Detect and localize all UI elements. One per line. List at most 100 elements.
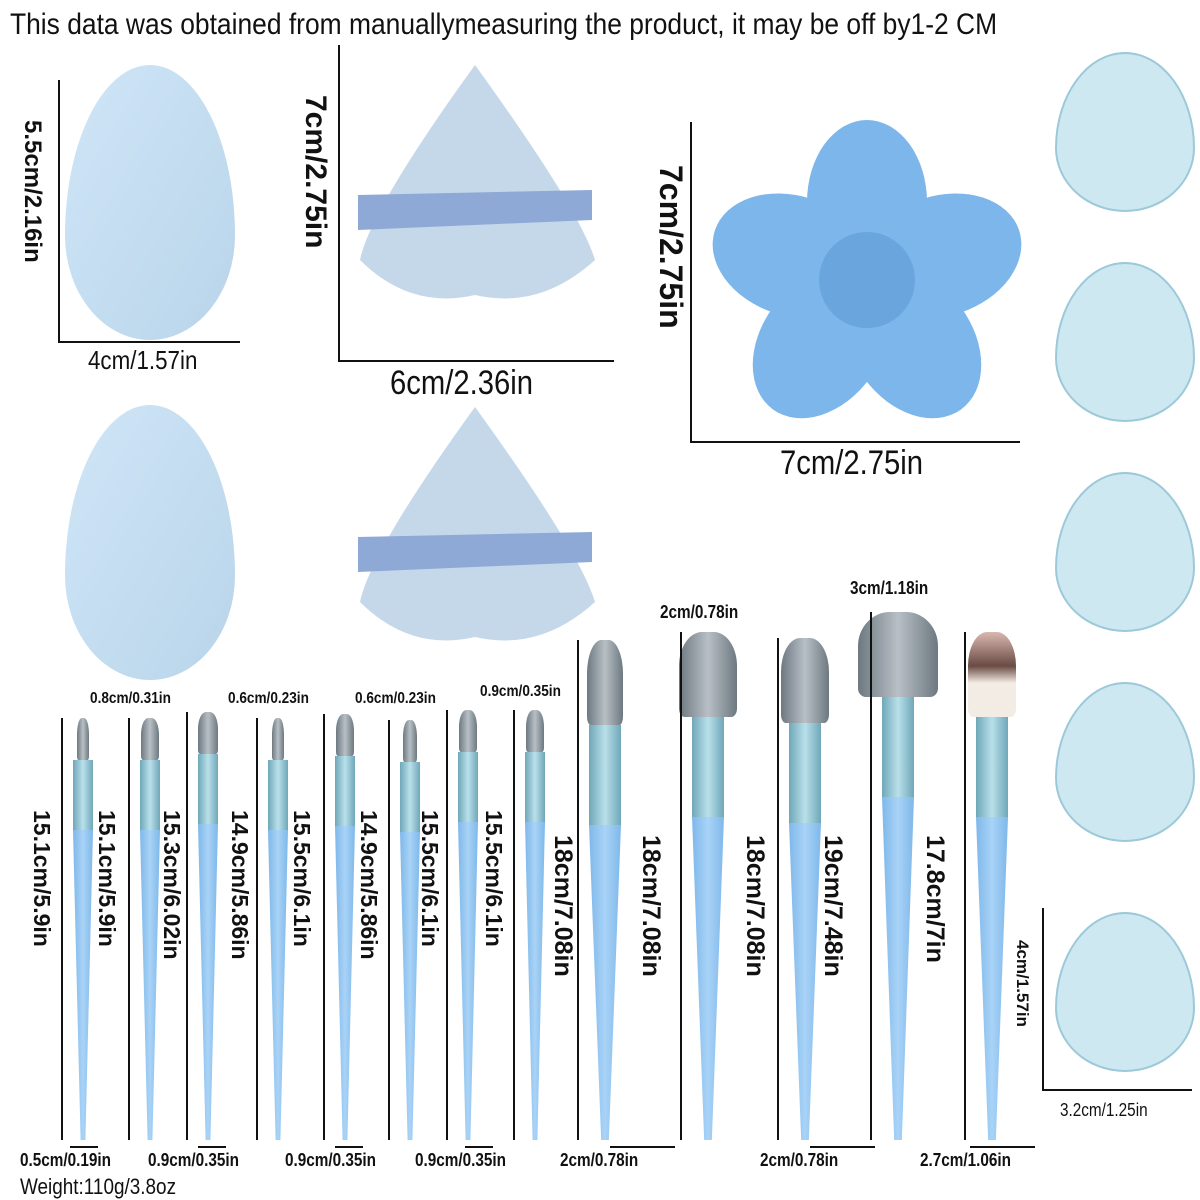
brush-ferrule	[73, 760, 93, 830]
brush-length-line	[186, 712, 188, 1140]
brush-length-line	[513, 710, 515, 1140]
brush-ferrule	[400, 762, 420, 832]
brush-bottom-width-label: 0.5cm/0.19in	[20, 1150, 112, 1170]
sponge-bottom	[65, 405, 235, 680]
brush-top-width-label: 0.6cm/0.23in	[228, 690, 309, 707]
brush-ferrule	[335, 756, 355, 826]
brush-length-label: 15.5cm/6.1in	[417, 810, 443, 947]
width-arrow	[970, 1146, 1035, 1148]
brush-bristles	[272, 718, 284, 760]
width-arrow	[70, 1146, 98, 1148]
brush-ferrule	[976, 717, 1008, 817]
mini-puff	[1055, 912, 1195, 1072]
brush-ferrule	[140, 760, 160, 830]
brush-bristles	[526, 710, 544, 752]
sponge-height-line	[58, 80, 60, 342]
brush-handle	[692, 817, 724, 1140]
brush-bristles	[403, 720, 417, 762]
brush-bristles	[459, 710, 477, 752]
sponge-top	[65, 65, 235, 340]
brush-handle	[976, 817, 1008, 1140]
brush-length-line	[964, 632, 966, 1140]
brush-handle	[882, 797, 914, 1140]
brush-length-line	[323, 714, 325, 1140]
brush-length-label: 15.1cm/5.9in	[94, 810, 120, 947]
brush-ferrule	[198, 754, 218, 824]
brush-length-line	[680, 632, 682, 1140]
brush-handle	[268, 830, 288, 1140]
brush-length-label: 15.3cm/6.02in	[159, 810, 185, 960]
brush-length-label: 15.5cm/6.1in	[289, 810, 315, 947]
mini-puff-width-label: 3.2cm/1.25in	[1060, 1100, 1148, 1120]
brush-length-line	[577, 640, 579, 1140]
width-arrow	[810, 1146, 875, 1148]
brush-bottom-width-label: 0.9cm/0.35in	[148, 1150, 240, 1170]
flower-width-label: 7cm/2.75in	[780, 444, 924, 482]
brush-length-line	[388, 720, 390, 1140]
brush-length-label: 15.1cm/5.9in	[29, 810, 55, 947]
brush-bristles	[198, 712, 218, 754]
mini-puff-height-label: 4cm/1.57in	[1013, 940, 1032, 1027]
brush-top-width-label: 2cm/0.78in	[660, 602, 739, 622]
brush-ferrule	[268, 760, 288, 830]
brush-bottom-width-label: 2.7cm/1.06in	[920, 1150, 1012, 1170]
brush-length-label: 18cm/7.08in	[637, 835, 665, 977]
brush-handle	[789, 823, 821, 1140]
brush-bristles	[587, 640, 623, 725]
puff-height-label: 7cm/2.75in	[299, 95, 332, 249]
sponge-width-label: 4cm/1.57in	[88, 345, 198, 375]
flower-height-line	[690, 122, 692, 442]
brush-length-label: 15.5cm/6.1in	[481, 810, 507, 947]
puff-width-label: 6cm/2.36in	[390, 364, 534, 402]
brush-handle	[73, 830, 93, 1140]
brush-ferrule	[789, 723, 821, 823]
brush-length-label: 14.9cm/5.86in	[356, 810, 382, 960]
brush-handle	[140, 830, 160, 1140]
brush-length-line	[446, 710, 448, 1140]
brush-ferrule	[525, 752, 545, 822]
brush-bottom-width-label: 2cm/0.78in	[760, 1150, 839, 1170]
brush-bottom-width-label: 0.9cm/0.35in	[415, 1150, 507, 1170]
brush-top-width-label: 0.6cm/0.23in	[355, 690, 436, 707]
mini-puff-height-line	[1042, 908, 1044, 1090]
sponge-width-line	[58, 341, 240, 343]
flower-width-line	[690, 441, 1020, 443]
mini-puff	[1055, 262, 1195, 422]
puff-width-line	[338, 360, 614, 362]
brush-handle	[525, 822, 545, 1140]
width-arrow	[610, 1146, 675, 1148]
brush-bottom-width-label: 0.9cm/0.35in	[285, 1150, 377, 1170]
brush-ferrule	[458, 752, 478, 822]
brush-length-label: 18cm/7.08in	[549, 835, 577, 977]
width-arrow	[198, 1146, 226, 1148]
brush-length-label: 19cm/7.48in	[819, 835, 847, 977]
brush-ferrule	[882, 697, 914, 797]
brush-handle	[589, 825, 621, 1140]
width-arrow	[465, 1146, 493, 1148]
flower-puff	[712, 120, 1022, 419]
brush-top-width-label: 3cm/1.18in	[850, 578, 929, 598]
mini-puff-width-line	[1042, 1089, 1192, 1091]
triangle-puff-bottom	[358, 407, 595, 641]
mini-puff	[1055, 472, 1195, 632]
brush-handle	[198, 824, 218, 1140]
brush-bristles	[679, 632, 737, 717]
brush-length-line	[256, 718, 258, 1140]
brush-length-line	[61, 718, 63, 1140]
brush-bristles	[781, 638, 829, 723]
brush-bristles	[968, 632, 1016, 717]
brush-handle	[458, 822, 478, 1140]
header-note: This data was obtained from manuallymeas…	[10, 8, 998, 41]
brush-length-line	[777, 638, 779, 1140]
brush-length-line	[870, 612, 872, 1140]
brush-bristles	[141, 718, 159, 760]
brush-ferrule	[589, 725, 621, 825]
brush-top-width-label: 0.9cm/0.35in	[480, 683, 561, 700]
brush-bristles	[77, 718, 89, 760]
weight-label: Weight:110g/3.8oz	[20, 1174, 177, 1199]
brush-bristles	[336, 714, 354, 756]
brush-length-line	[128, 718, 130, 1140]
brush-bottom-width-label: 2cm/0.78in	[560, 1150, 639, 1170]
flower-height-label: 7cm/2.75in	[653, 165, 689, 329]
sponge-height-label: 5.5cm/2.16in	[19, 120, 46, 263]
